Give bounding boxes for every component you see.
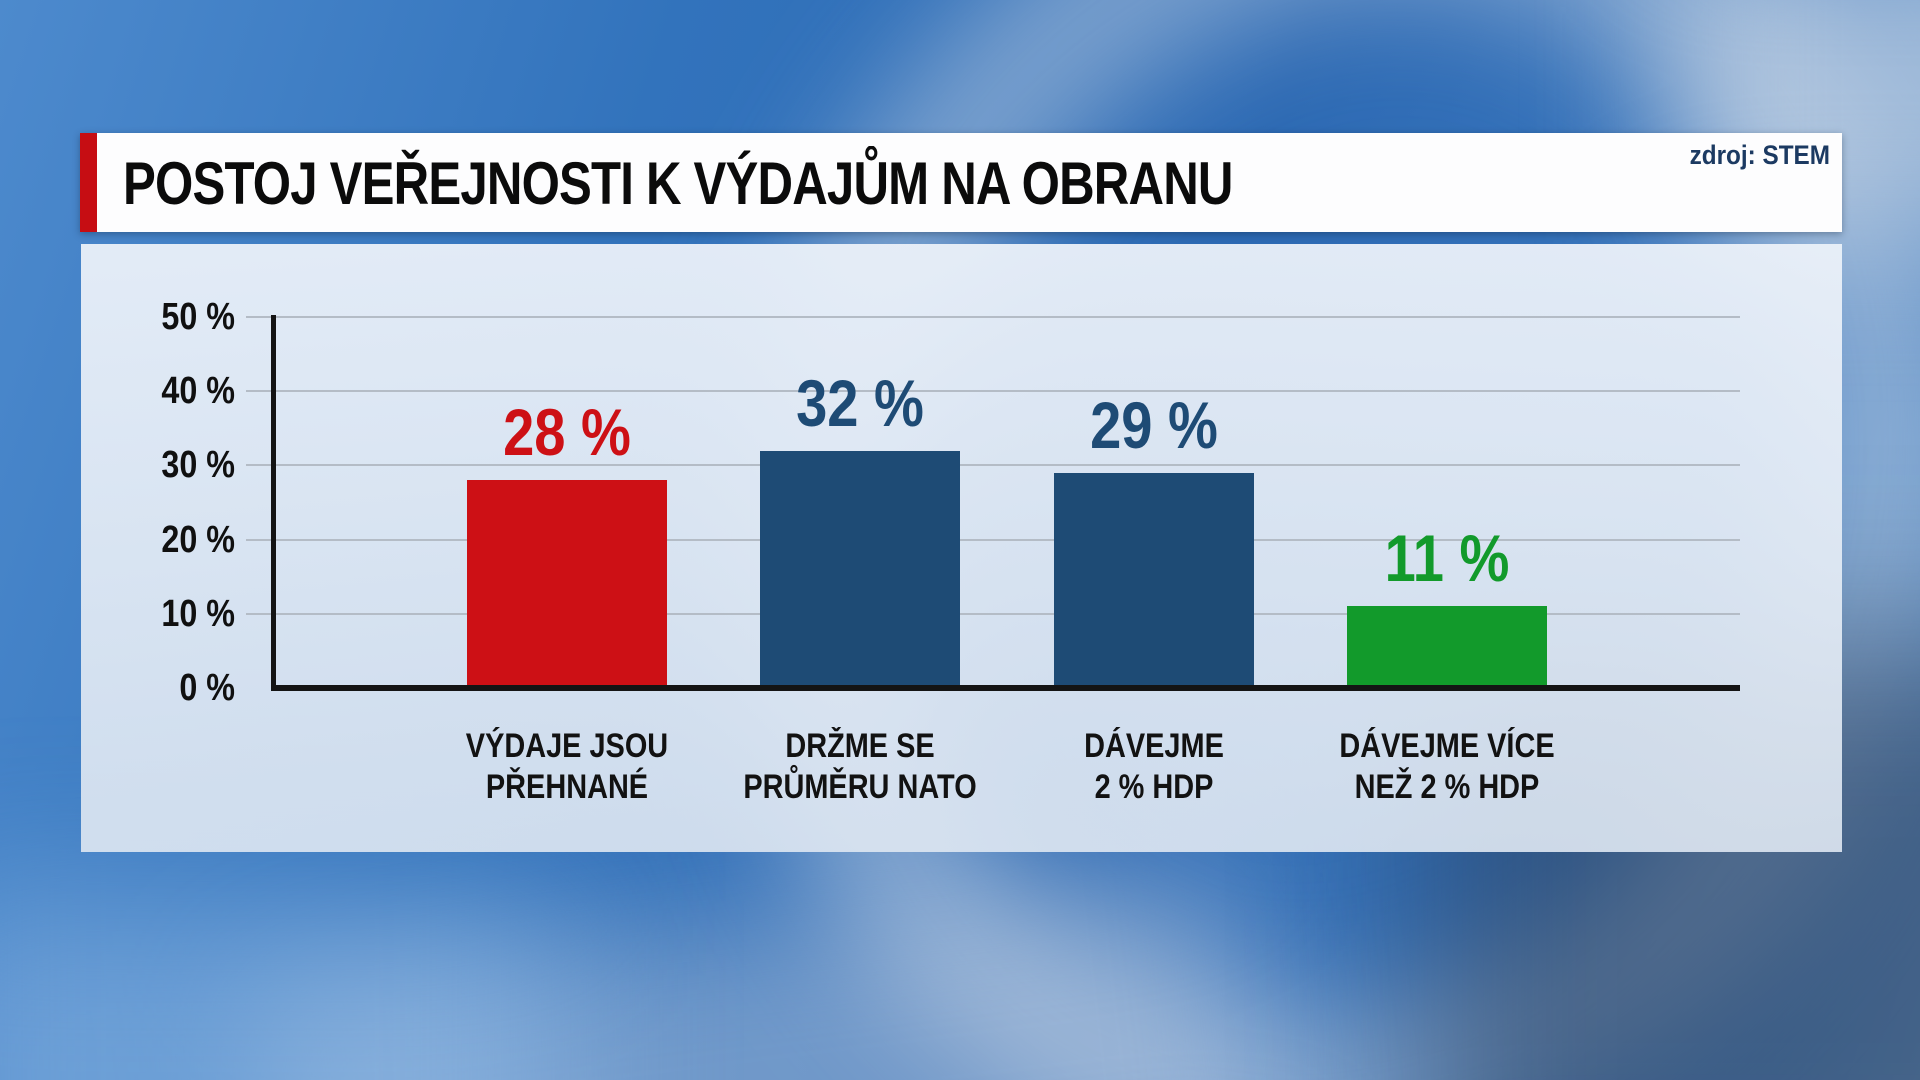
chart-panel (81, 244, 1842, 852)
bar-1 (467, 480, 667, 688)
bar-4 (1346, 606, 1547, 688)
bar-value-label: 28 % (503, 395, 631, 470)
y-axis-line (271, 315, 276, 691)
bar-value-label: 11 % (1384, 521, 1510, 596)
bar-value-label: 29 % (1089, 387, 1218, 462)
bar-category-line: 2 % HDP (1094, 768, 1214, 806)
y-axis-tick-label: 40 % (161, 370, 235, 413)
bar-3 (1053, 472, 1254, 688)
bar-category-line: PŘEHNANÉ (485, 768, 649, 806)
bar-category-line: DÁVEJME (1083, 727, 1224, 765)
bar-value-label: 32 % (796, 365, 925, 440)
bar-category-label: DRŽME SE PRŮMĚRU NATO (707, 726, 1013, 808)
bar-category-line: DÁVEJME VÍCE (1339, 727, 1555, 765)
gridline-40 (246, 390, 1740, 393)
bar-category-line: DRŽME SE (785, 727, 935, 765)
bar-category-line: VÝDAJE JSOU (465, 727, 669, 765)
y-axis-tick-label: 20 % (161, 518, 235, 561)
bar-2 (760, 450, 961, 688)
bar-category-label: DÁVEJME VÍCE NEŽ 2 % HDP (1294, 726, 1600, 808)
bar-category-label: DÁVEJME 2 % HDP (1001, 726, 1307, 808)
gridline-50 (246, 316, 1740, 318)
y-axis-tick-label: 0 % (179, 667, 235, 709)
x-axis-line (271, 685, 1740, 691)
title-bar: POSTOJ VEŘEJNOSTI K VÝDAJŮM NA OBRANU zd… (80, 133, 1842, 232)
bar-category-line: PRŮMĚRU NATO (743, 768, 977, 806)
y-axis-tick-label: 10 % (161, 592, 235, 635)
source-label: zdroj: STEM (1689, 140, 1830, 170)
y-axis-tick-label: 50 % (161, 296, 235, 338)
gridline-20 (246, 538, 1740, 541)
bar-category-line: NEŽ 2 % HDP (1354, 768, 1540, 806)
y-axis-tick-label: 30 % (161, 444, 235, 487)
bar-category-label: VÝDAJE JSOU PŘEHNANÉ (414, 726, 720, 808)
page-title: POSTOJ VEŘEJNOSTI K VÝDAJŮM NA OBRANU (123, 150, 1233, 217)
gridline-30 (246, 464, 1740, 467)
gridline-10 (246, 612, 1740, 615)
title-accent-bar (80, 133, 97, 232)
background-glow (0, 900, 560, 1080)
